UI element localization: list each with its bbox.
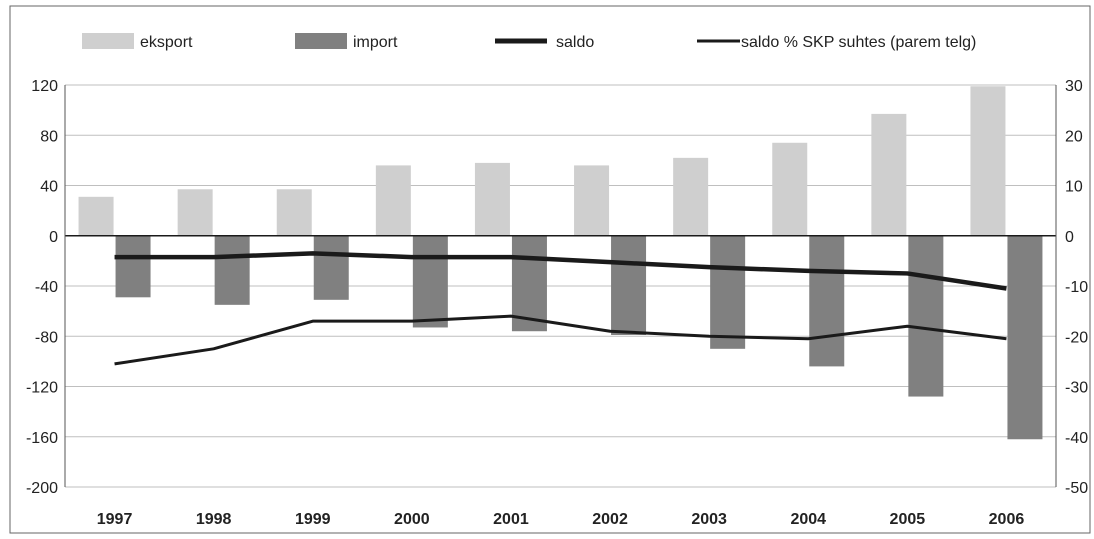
- y-right-tick-label: -50: [1065, 480, 1088, 497]
- y-right-tick-label: 0: [1065, 229, 1074, 246]
- y-left-tick-label: -120: [26, 380, 58, 397]
- y-left-tick-label: -200: [26, 480, 58, 497]
- legend-eksport-label: eksport: [140, 34, 193, 51]
- y-left-tick-label: 40: [40, 179, 58, 196]
- y-right-tick-label: 20: [1065, 128, 1083, 145]
- axes: 120 80 40 0 -40 -80 -120 -160 -200 30 20 10 0 -10 -20 -…: [26, 78, 1088, 528]
- bars: [78, 86, 1043, 440]
- import-bar: [115, 235, 151, 298]
- x-category-label: 1997: [97, 511, 133, 528]
- y-right-tick-label: -30: [1065, 380, 1088, 397]
- chart-frame: [9, 5, 1091, 534]
- y-left-tick-label: 0: [49, 229, 58, 246]
- x-category-label: 2002: [592, 511, 628, 528]
- y-right-tick-label: -40: [1065, 430, 1088, 447]
- y-right-tick-label: -10: [1065, 279, 1088, 296]
- import-bar: [809, 235, 845, 367]
- y-left-tick-label: 80: [40, 128, 58, 145]
- x-category-label: 1999: [295, 511, 331, 528]
- x-category-label: 2003: [691, 511, 727, 528]
- x-category-label: 1998: [196, 511, 232, 528]
- y-left-tick-label: -40: [35, 279, 58, 296]
- import-bar: [313, 235, 349, 300]
- eksport-bar: [375, 165, 411, 236]
- eksport-bar: [177, 189, 213, 236]
- import-bar: [214, 235, 250, 305]
- y-right-tick-label: -20: [1065, 329, 1088, 346]
- y-left-tick-label: -80: [35, 329, 58, 346]
- y-left-tick-label: -160: [26, 430, 58, 447]
- y-right-tick-label: 10: [1065, 179, 1083, 196]
- eksport-bar: [673, 157, 709, 236]
- eksport-bar: [574, 165, 610, 236]
- import-bar: [1007, 235, 1043, 440]
- legend-eksport-swatch: [82, 33, 134, 49]
- eksport-bar: [276, 189, 312, 236]
- saldo-percent-line: [114, 314, 1007, 366]
- y-left-tick-label: 120: [31, 78, 58, 95]
- legend-import-swatch: [295, 33, 347, 49]
- import-bar: [908, 235, 944, 397]
- legend-import-label: import: [353, 34, 398, 51]
- x-category-label: 2006: [989, 511, 1025, 528]
- import-bar: [412, 235, 448, 328]
- x-category-label: 2000: [394, 511, 430, 528]
- legend-saldo-label: saldo: [556, 34, 594, 51]
- y-right-tick-label: 30: [1065, 78, 1083, 95]
- eksport-bar: [871, 113, 907, 236]
- lines: [114, 251, 1007, 366]
- eksport-bar: [78, 196, 114, 236]
- eksport-bar: [474, 162, 510, 236]
- x-category-label: 2005: [890, 511, 926, 528]
- x-category-label: 2001: [493, 511, 529, 528]
- legend-saldo-percent-label: saldo % SKP suhtes (parem telg): [741, 34, 976, 51]
- x-category-label: 2004: [790, 511, 826, 528]
- saldo-line: [114, 251, 1007, 291]
- eksport-bar: [772, 142, 808, 236]
- import-bar: [611, 235, 647, 335]
- gridlines: [65, 84, 1056, 488]
- legend: eksport import saldo saldo % SKP suhtes (pa…: [82, 33, 976, 51]
- import-bar: [511, 235, 547, 332]
- import-bar: [710, 235, 746, 349]
- eksport-bar: [970, 86, 1006, 236]
